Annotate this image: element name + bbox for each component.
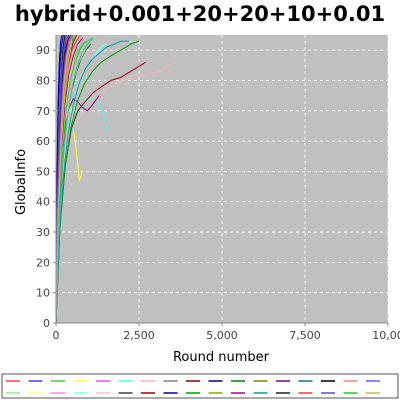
x-axis-label: Round number	[173, 350, 270, 365]
y-tick-label: 70	[36, 105, 50, 118]
y-tick-label: 20	[36, 256, 50, 269]
x-tick-label: 0	[53, 329, 60, 342]
grid	[56, 35, 389, 323]
y-tick-label: 90	[36, 44, 50, 57]
axes: 0 10 20 30 40 50 60 70 80 90 0 2,500 5,000 7,500 10,00	[36, 35, 400, 342]
series-line-33	[56, 40, 86, 323]
y-tick-label: 50	[36, 165, 50, 178]
series-lines	[56, 35, 176, 323]
chart-title: hybrid+0.001+20+20+10+0.01	[14, 2, 386, 26]
series-line-35	[56, 35, 74, 323]
y-tick-label: 30	[36, 226, 50, 239]
x-tick-label: 10,00	[372, 329, 400, 342]
x-tick-label: 7,500	[289, 329, 321, 342]
legend-box	[1, 373, 399, 399]
x-tick-label: 2,500	[123, 329, 155, 342]
y-tick-label: 0	[43, 317, 50, 330]
y-tick-label: 80	[36, 74, 50, 87]
series-line-37	[56, 35, 76, 323]
series-line-26	[56, 40, 140, 323]
series-line-36	[56, 37, 94, 323]
legend	[1, 373, 399, 399]
y-tick-label: 40	[36, 196, 50, 209]
y-tick-label: 60	[36, 135, 50, 148]
y-tick-label: 10	[36, 287, 50, 300]
series-line-29	[56, 40, 129, 323]
x-tick-label: 5,000	[206, 329, 238, 342]
y-axis-label: GlobalInfo	[14, 149, 29, 215]
